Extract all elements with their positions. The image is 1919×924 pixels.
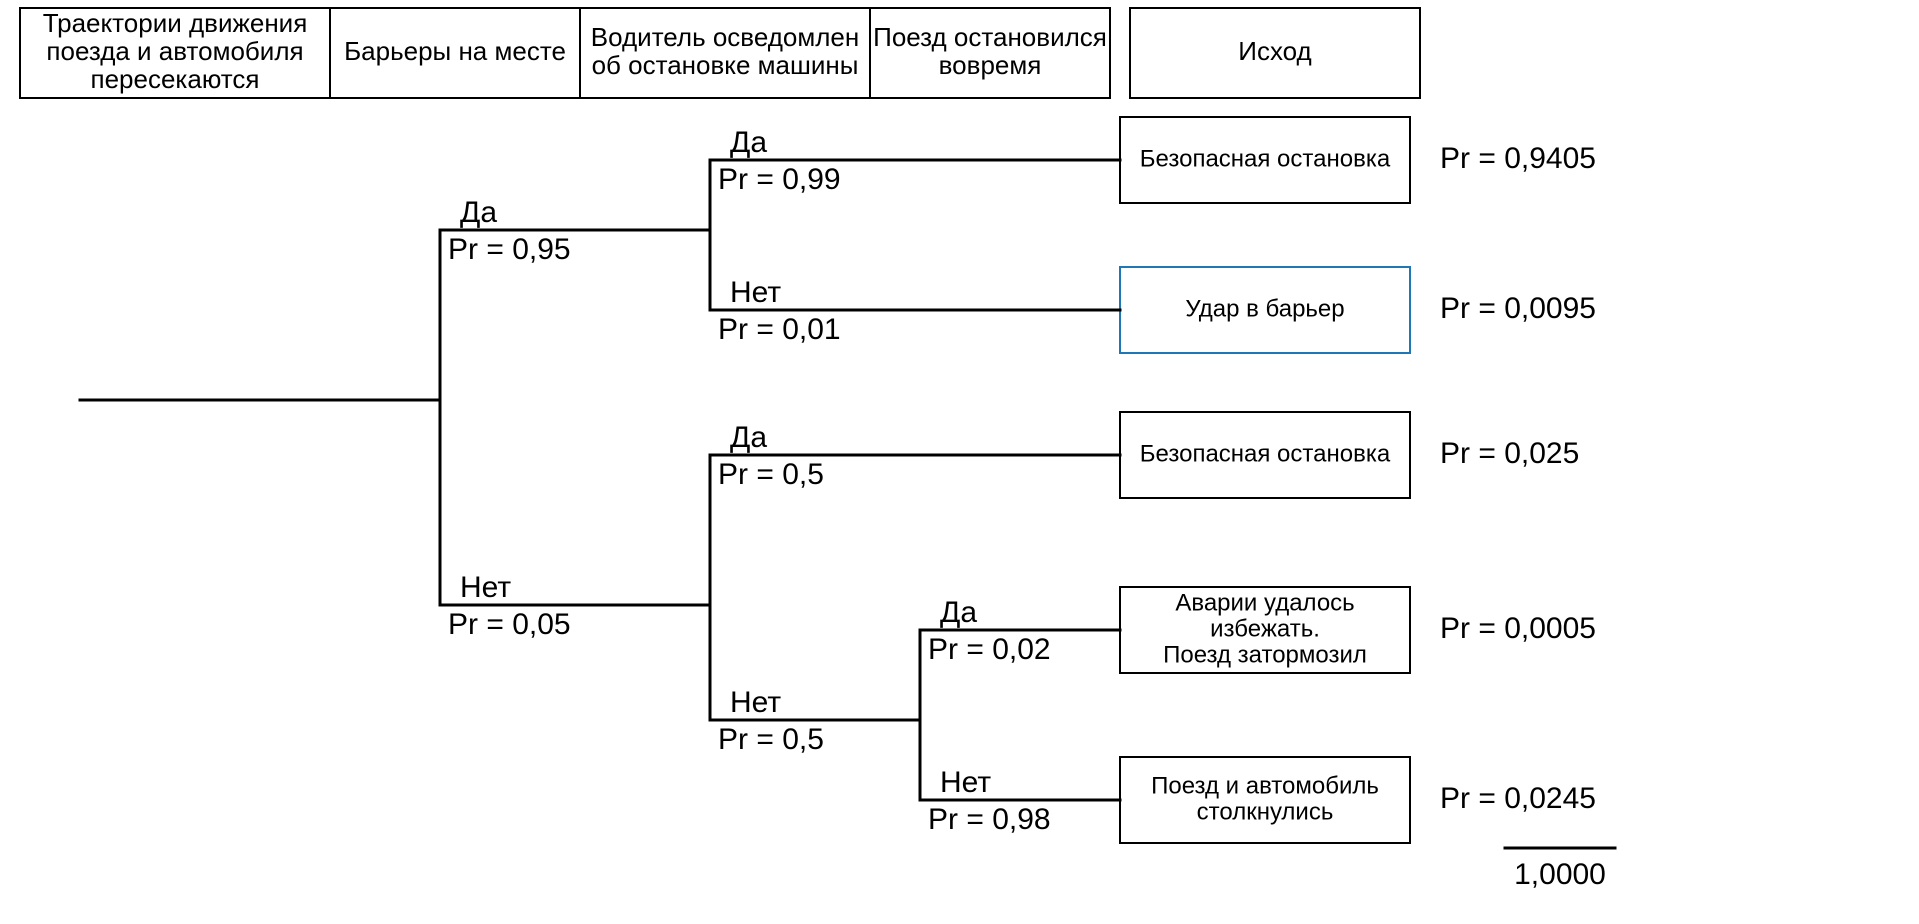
branch-prob: Pr = 0,95	[448, 233, 571, 266]
svg-text:Удар в барьер: Удар в барьер	[1185, 295, 1344, 322]
svg-text:Поезд остановился: Поезд остановился	[873, 22, 1107, 52]
branch-label: Да	[730, 126, 767, 159]
branch-label: Да	[940, 596, 977, 629]
svg-text:столкнулись: столкнулись	[1197, 798, 1334, 825]
event-tree-diagram: Траектории движенияпоезда и автомобиляпе…	[0, 0, 1919, 924]
branch-prob: Pr = 0,01	[718, 313, 841, 346]
svg-text:Поезд затормозил: Поезд затормозил	[1163, 641, 1367, 668]
svg-text:Безопасная остановка: Безопасная остановка	[1140, 145, 1391, 172]
svg-text:Поезд и автомобиль: Поезд и автомобиль	[1151, 772, 1379, 799]
branch-prob: Pr = 0,02	[928, 633, 1051, 666]
branch-prob: Pr = 0,05	[448, 608, 571, 641]
branch-label: Нет	[730, 686, 781, 719]
branch-label: Нет	[730, 276, 781, 309]
outcome-prob-4: Pr = 0,0245	[1440, 782, 1596, 815]
branch-prob: Pr = 0,98	[928, 803, 1051, 836]
branch-label: Да	[460, 196, 497, 229]
sum-total: 1,0000	[1514, 858, 1606, 891]
branch-label: Нет	[460, 571, 511, 604]
branch-label: Нет	[940, 766, 991, 799]
svg-text:вовремя: вовремя	[939, 50, 1042, 80]
outcome-prob-2: Pr = 0,025	[1440, 437, 1579, 470]
branch-prob: Pr = 0,5	[718, 458, 824, 491]
svg-text:Исход: Исход	[1238, 36, 1311, 66]
svg-text:пересекаются: пересекаются	[91, 64, 260, 94]
svg-text:избежать.: избежать.	[1210, 615, 1320, 642]
outcome-prob-0: Pr = 0,9405	[1440, 142, 1596, 175]
outcome-prob-3: Pr = 0,0005	[1440, 612, 1596, 645]
branch-prob: Pr = 0,99	[718, 163, 841, 196]
svg-text:Барьеры на месте: Барьеры на месте	[344, 36, 566, 66]
outcome-prob-1: Pr = 0,0095	[1440, 292, 1596, 325]
svg-text:поезда и автомобиля: поезда и автомобиля	[46, 36, 303, 66]
svg-text:Водитель осведомлен: Водитель осведомлен	[591, 22, 859, 52]
svg-text:Траектории движения: Траектории движения	[43, 8, 308, 38]
svg-text:Аварии удалось: Аварии удалось	[1175, 589, 1354, 616]
svg-text:об остановке машины: об остановке машины	[592, 50, 859, 80]
branch-label: Да	[730, 421, 767, 454]
svg-text:Безопасная остановка: Безопасная остановка	[1140, 440, 1391, 467]
branch-prob: Pr = 0,5	[718, 723, 824, 756]
